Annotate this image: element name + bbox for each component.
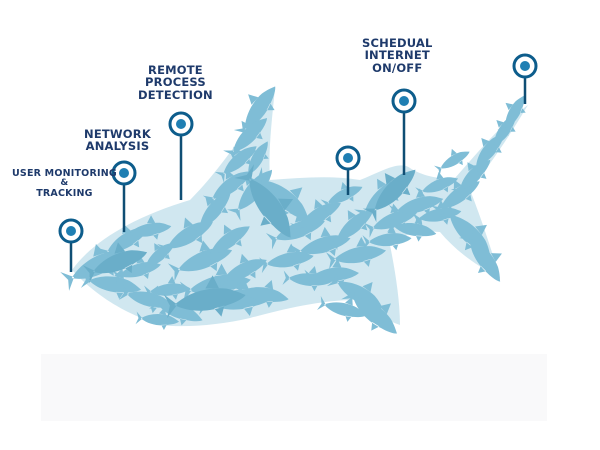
pin-tail[interactable] [512,53,538,104]
label-remote-line3: Detection [138,87,213,102]
label-user-monitoring: User Monitoring & Tracking [12,168,117,199]
label-schedual-internet: Schedual Internet On/Off [362,36,433,75]
label-user-line2: & [60,178,69,189]
pin-network-analysis[interactable] [111,160,137,232]
pin-user-monitoring[interactable] [58,218,84,272]
label-schedual-line1: Schedual [362,36,433,50]
shark-icon [55,76,533,345]
pin-middle[interactable] [335,145,361,195]
label-network-analysis: Network Analysis [84,128,151,153]
label-user-line1: User Monitoring [12,168,117,179]
label-network-line2: Analysis [85,139,150,154]
label-schedual-line3: On/Off [372,60,423,75]
pin-schedual-internet[interactable] [391,88,417,175]
label-schedual-line2: Internet [364,48,430,63]
label-remote-line1: Remote [148,63,203,77]
label-network-line1: Network [84,127,151,141]
caption-panel [41,354,547,421]
label-remote-process: Remote Process Detection [138,63,213,102]
label-user-line3: Tracking [36,187,93,199]
label-remote-line2: Process [145,75,206,90]
pin-remote-process[interactable] [168,111,194,200]
